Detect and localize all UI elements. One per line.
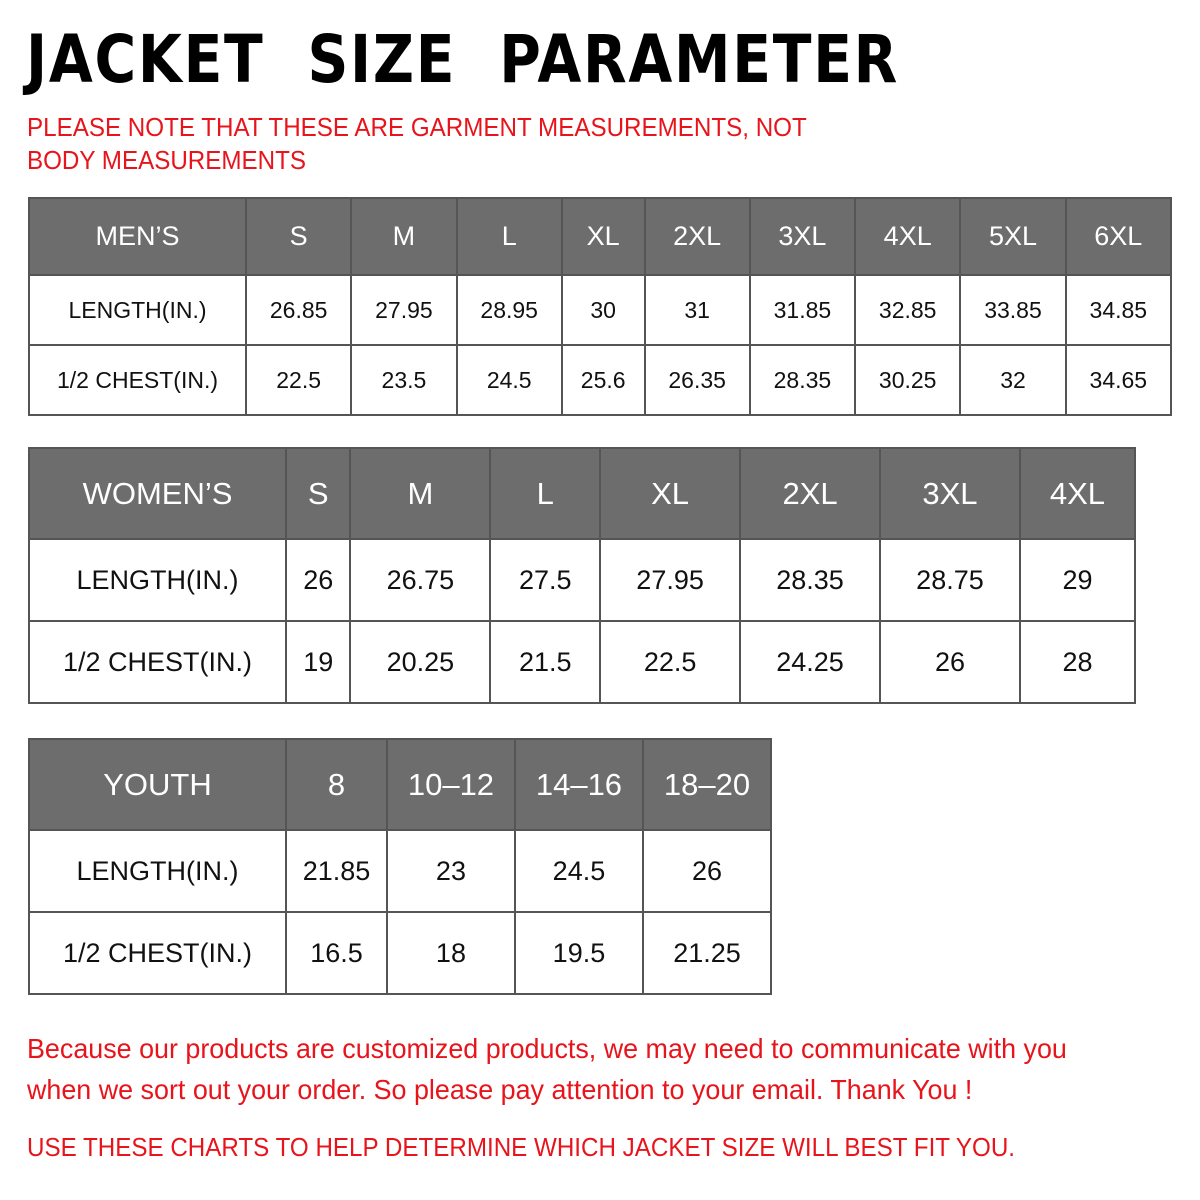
measurement-label: 1/2 CHEST(IN.) bbox=[28, 344, 247, 416]
size-header: 6XL bbox=[1064, 197, 1173, 276]
measurement-label: 1/2 CHEST(IN.) bbox=[28, 911, 287, 995]
measurement-value: 21.5 bbox=[489, 620, 602, 704]
size-header: XL bbox=[560, 197, 646, 276]
table-row: LENGTH(IN.) 21.85 23 24.5 26 bbox=[28, 829, 773, 913]
measurement-value: 27.95 bbox=[599, 538, 742, 622]
size-header: 18–20 bbox=[641, 738, 773, 831]
measurement-value: 21.85 bbox=[285, 829, 388, 913]
measurement-value: 26.85 bbox=[244, 274, 353, 346]
measurement-value: 32 bbox=[959, 344, 1067, 416]
measurement-value: 22.5 bbox=[599, 620, 742, 704]
measurement-value: 19.5 bbox=[513, 911, 644, 995]
measurement-value: 28.75 bbox=[879, 538, 1021, 622]
measurement-value: 28.35 bbox=[748, 344, 857, 416]
size-instruction: USE THESE CHARTS TO HELP DETERMINE WHICH… bbox=[27, 1132, 1016, 1162]
measurement-value: 32.85 bbox=[854, 274, 962, 346]
measurement-value: 21.25 bbox=[641, 911, 773, 995]
size-header: S bbox=[284, 447, 352, 540]
womens-size-table: WOMEN’S S M L XL 2XL 3XL 4XL LENGTH(IN.) 26 26.75 2… bbox=[28, 447, 1137, 704]
measurement-value: 27.95 bbox=[350, 274, 458, 346]
measurement-value: 30.25 bbox=[854, 344, 962, 416]
measurement-value: 26 bbox=[879, 620, 1021, 704]
table-row: 1/2 CHEST(IN.) 19 20.25 21.5 22.5 24.25 26 28 bbox=[28, 620, 1137, 704]
measurement-value: 30 bbox=[560, 274, 646, 346]
table-header-row: YOUTH 8 10–12 14–16 18–20 bbox=[28, 738, 773, 831]
size-header: 4XL bbox=[854, 197, 962, 276]
size-header: 10–12 bbox=[385, 738, 516, 831]
size-header: L bbox=[455, 197, 563, 276]
measurement-value: 33.85 bbox=[959, 274, 1067, 346]
measurement-label: LENGTH(IN.) bbox=[28, 829, 287, 913]
measurement-value: 34.85 bbox=[1064, 274, 1173, 346]
measurement-value: 19 bbox=[284, 620, 352, 704]
size-header: 3XL bbox=[748, 197, 857, 276]
category-label: WOMEN’S bbox=[28, 447, 287, 540]
measurement-value: 29 bbox=[1018, 538, 1137, 622]
size-header: 4XL bbox=[1018, 447, 1137, 540]
size-header: 8 bbox=[285, 738, 388, 831]
measurement-label: LENGTH(IN.) bbox=[28, 538, 287, 622]
measurement-value: 24.5 bbox=[455, 344, 563, 416]
size-header: 3XL bbox=[879, 447, 1021, 540]
measurement-value: 18 bbox=[385, 911, 516, 995]
customization-message: Because our products are customized prod… bbox=[27, 1033, 1067, 1105]
measurement-value: 24.5 bbox=[513, 829, 644, 913]
size-header: XL bbox=[599, 447, 742, 540]
measurement-label: LENGTH(IN.) bbox=[28, 274, 247, 346]
size-header: S bbox=[244, 197, 353, 276]
measurement-value: 34.65 bbox=[1064, 344, 1173, 416]
measurement-label: 1/2 CHEST(IN.) bbox=[28, 620, 287, 704]
measurement-note: PLEASE NOTE THAT THESE ARE GARMENT MEASU… bbox=[27, 112, 807, 175]
measurement-value: 26 bbox=[641, 829, 773, 913]
measurement-value: 31.85 bbox=[748, 274, 857, 346]
measurement-value: 31 bbox=[643, 274, 751, 346]
measurement-value: 20.25 bbox=[349, 620, 492, 704]
size-header: 2XL bbox=[643, 197, 751, 276]
measurement-value: 28 bbox=[1018, 620, 1137, 704]
measurement-value: 23 bbox=[385, 829, 516, 913]
measurement-value: 24.25 bbox=[739, 620, 881, 704]
size-header: 2XL bbox=[739, 447, 881, 540]
category-label: YOUTH bbox=[28, 738, 287, 831]
size-header: 5XL bbox=[959, 197, 1067, 276]
measurement-value: 26.35 bbox=[643, 344, 751, 416]
size-header: L bbox=[489, 447, 602, 540]
table-header-row: WOMEN’S S M L XL 2XL 3XL 4XL bbox=[28, 447, 1137, 540]
measurement-value: 28.95 bbox=[455, 274, 563, 346]
size-header: M bbox=[350, 197, 458, 276]
table-row: LENGTH(IN.) 26 26.75 27.5 27.95 28.35 28.75 29 bbox=[28, 538, 1137, 622]
table-row: 1/2 CHEST(IN.) 22.5 23.5 24.5 25.6 26.35 28.35… bbox=[28, 344, 1173, 416]
table-header-row: MEN’S S M L XL 2XL 3XL 4XL 5XL 6XL bbox=[28, 197, 1173, 276]
table-row: LENGTH(IN.) 26.85 27.95 28.95 30 31 31.85 32.85… bbox=[28, 274, 1173, 346]
size-header: M bbox=[349, 447, 492, 540]
measurement-value: 25.6 bbox=[560, 344, 646, 416]
measurement-value: 16.5 bbox=[285, 911, 388, 995]
measurement-value: 27.5 bbox=[489, 538, 602, 622]
size-header: 14–16 bbox=[513, 738, 644, 831]
measurement-value: 23.5 bbox=[350, 344, 458, 416]
measurement-value: 28.35 bbox=[739, 538, 881, 622]
category-label: MEN’S bbox=[28, 197, 247, 276]
measurement-value: 26.75 bbox=[349, 538, 492, 622]
page-title: JACKET SIZE PARAMETER bbox=[26, 21, 900, 98]
measurement-value: 22.5 bbox=[244, 344, 353, 416]
table-row: 1/2 CHEST(IN.) 16.5 18 19.5 21.25 bbox=[28, 911, 773, 995]
mens-size-table: MEN’S S M L XL 2XL 3XL 4XL 5XL 6XL LENGTH(IN.) 26.8… bbox=[28, 197, 1173, 416]
youth-size-table: YOUTH 8 10–12 14–16 18–20 LENGTH(IN.) 21.85 23 2… bbox=[28, 738, 773, 995]
measurement-value: 26 bbox=[284, 538, 352, 622]
